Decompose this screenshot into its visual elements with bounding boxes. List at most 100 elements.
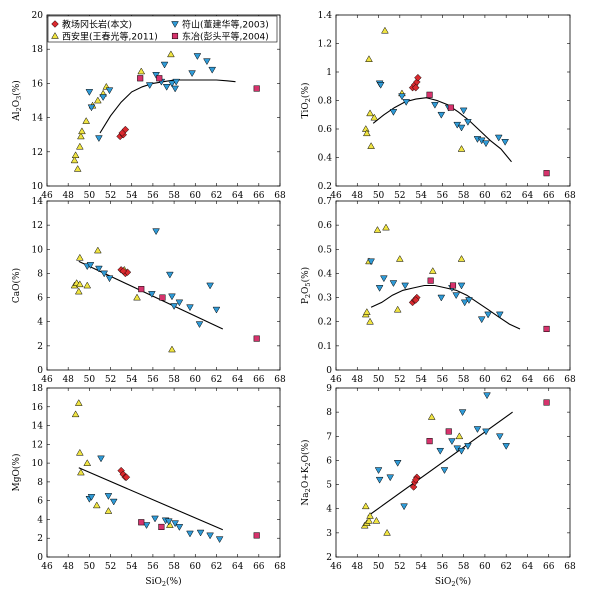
x-tick-label: 48 — [62, 375, 74, 385]
x-tick-label: 68 — [564, 375, 576, 385]
data-point-up — [76, 253, 84, 261]
x-tick-label: 64 — [522, 375, 534, 385]
x-tick-label: 48 — [62, 191, 74, 201]
y-tick-label: 10 — [32, 182, 44, 192]
panel-4: 46 48 50 52 54 56 58 60 62 64 66 68 0 0.1 0.2 0.3 0.4 0.5… — [318, 197, 576, 385]
data-point-down — [495, 433, 504, 441]
x-tick-label: 56 — [147, 375, 159, 385]
data-point-square — [158, 523, 165, 531]
panel-1: 46 48 50 52 54 56 58 60 62 64 66 68 10 12 14 16 18 20 — [32, 11, 286, 201]
data-point-down — [389, 280, 398, 287]
data-point-square — [138, 519, 145, 526]
data-point-down — [457, 447, 466, 455]
data-point-down — [386, 474, 395, 482]
y-tick-label: 3 — [326, 529, 332, 539]
data-point-up — [363, 129, 371, 137]
data-point-up — [92, 501, 101, 509]
x-tick-label: 64 — [232, 562, 244, 572]
y-tick-label: 1.4 — [318, 11, 333, 21]
x-tick-label: 60 — [479, 191, 491, 201]
data-point-down — [402, 99, 411, 106]
data-point-down — [168, 293, 176, 301]
legend-box — [47, 15, 278, 43]
data-point-up — [366, 317, 374, 325]
data-point-down — [376, 82, 385, 89]
data-point-down — [164, 518, 173, 526]
x-tick-label: 48 — [352, 191, 364, 201]
data-point-down — [145, 82, 154, 90]
y-tick-label: 0.2 — [318, 318, 332, 328]
data-point-up — [83, 459, 92, 466]
data-point-up — [381, 26, 389, 34]
data-point-down — [162, 84, 171, 91]
plot-frame — [335, 200, 571, 371]
y-axis-label: Na2O+K2O(%) — [300, 439, 312, 505]
x-tick-label: 64 — [522, 562, 534, 572]
trend-line — [367, 411, 513, 517]
trend-line — [370, 284, 521, 330]
data-point-up — [168, 345, 176, 353]
data-point-up — [133, 293, 141, 301]
y-tick-label: 8 — [37, 478, 43, 488]
data-point-up — [361, 125, 370, 132]
data-point-up — [382, 223, 390, 231]
y-tick-label: 4 — [326, 505, 332, 515]
y-tick-label: 18 — [32, 384, 44, 394]
data-point-square — [426, 438, 433, 445]
data-point-down — [172, 78, 181, 86]
x-tick-label: 52 — [105, 375, 116, 385]
x-tick-label: 60 — [190, 562, 202, 572]
y-tick-label: 5 — [326, 481, 332, 491]
x-tick-label: 68 — [564, 191, 576, 201]
data-point-up — [366, 512, 374, 519]
data-point-down — [160, 61, 169, 69]
data-point-down — [206, 282, 214, 290]
x-tick-label: 66 — [253, 375, 265, 385]
data-point-down — [175, 524, 184, 531]
data-point-down — [86, 262, 95, 269]
data-point-square — [159, 294, 166, 301]
data-point-down — [452, 292, 461, 300]
y-axis-label: Al2O3(%) — [11, 80, 23, 122]
data-point-up — [76, 280, 84, 288]
x-tick-label: 46 — [41, 191, 53, 201]
legend-label: 西安里(王春光等,2011) — [62, 31, 158, 43]
data-point-down — [168, 80, 176, 88]
data-point-up — [167, 50, 175, 58]
data-point-down — [99, 94, 107, 101]
data-point-up — [361, 502, 370, 510]
data-point-up — [77, 132, 85, 140]
x-tick-label: 52 — [394, 562, 405, 572]
data-point-down — [482, 140, 490, 148]
trend-line — [372, 97, 512, 163]
data-point-up — [373, 226, 382, 233]
x-tick-label: 54 — [415, 375, 427, 385]
data-point-down — [193, 53, 202, 60]
data-point-down — [188, 70, 196, 78]
data-point-square — [427, 277, 434, 284]
x-tick-label: 52 — [394, 191, 405, 201]
x-tick-label: 54 — [126, 562, 138, 572]
data-point-up — [367, 142, 375, 149]
x-tick-label: 64 — [522, 191, 534, 201]
data-point-down — [389, 109, 398, 116]
y-tick-label: 8 — [326, 408, 332, 418]
data-point-down — [87, 104, 96, 112]
data-point-down — [459, 107, 468, 115]
y-tick-label: 6 — [37, 497, 43, 507]
y-tick-label: 0.5 — [318, 245, 333, 255]
data-point-square — [447, 104, 454, 111]
x-tick-label: 50 — [84, 562, 96, 572]
data-point-down — [104, 493, 113, 500]
data-point-down — [196, 529, 205, 537]
x-tick-label: 52 — [105, 562, 116, 572]
data-point-up — [76, 142, 84, 150]
y-axis-label: CaO(%) — [11, 268, 22, 303]
data-point-square — [426, 91, 433, 98]
data-point-up — [70, 156, 79, 164]
x-tick-label: 58 — [458, 375, 470, 385]
data-point-up — [71, 410, 80, 418]
y-tick-label: 8 — [37, 269, 43, 279]
x-tick-label: 56 — [437, 191, 449, 201]
